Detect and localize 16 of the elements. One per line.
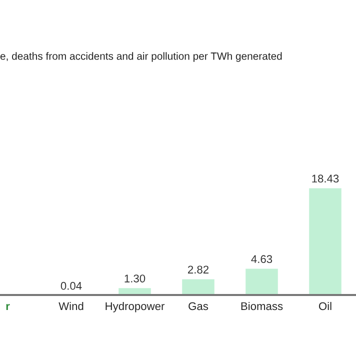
bar bbox=[244, 267, 280, 295]
x-tick-label: Gas bbox=[188, 302, 208, 310]
x-tick-label: Hydropower bbox=[106, 302, 165, 312]
chart-title: e, deaths from accidents and air pollution per TWh generated bbox=[0, 52, 282, 62]
data-label: 1.30 bbox=[124, 274, 146, 282]
x-tick-label: r bbox=[6, 304, 10, 310]
data-label: 18.43 bbox=[312, 174, 339, 183]
data-label: 4.63 bbox=[251, 255, 272, 264]
data-label: 0.04 bbox=[60, 282, 82, 290]
x-tick-label: Oil bbox=[318, 302, 332, 310]
bar bbox=[117, 286, 152, 295]
bar bbox=[308, 186, 343, 295]
x-tick-label: Wind bbox=[58, 302, 84, 310]
bar bbox=[180, 278, 216, 295]
x-tick-label: Biomass bbox=[241, 302, 283, 310]
data-label: 2.82 bbox=[188, 266, 209, 274]
